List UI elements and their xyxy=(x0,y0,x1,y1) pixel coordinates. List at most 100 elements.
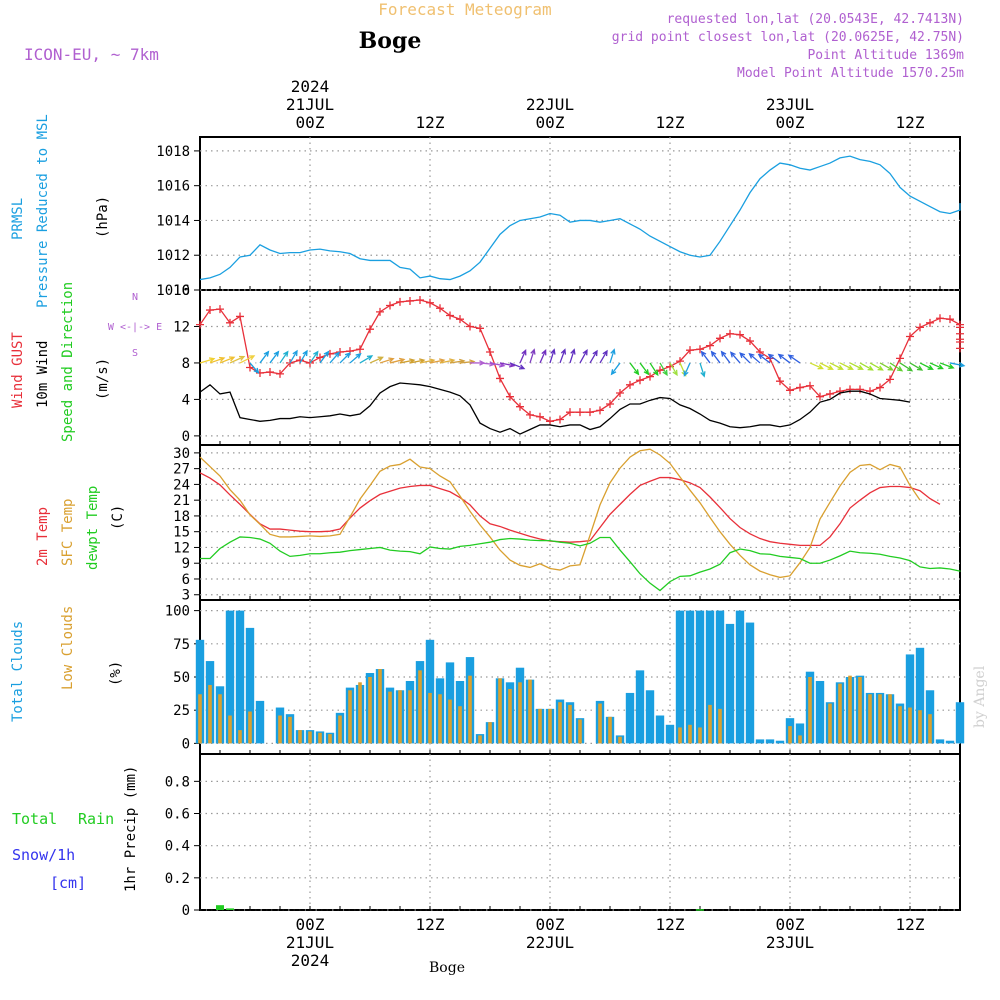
precip-snow-unit: [cm] xyxy=(50,874,86,892)
low-cloud-bar xyxy=(438,694,442,744)
y-tick-label: 1018 xyxy=(156,144,190,160)
wind-direction-arrow xyxy=(683,362,691,377)
y-tick-label: 0 xyxy=(182,429,190,445)
wind-direction-arrow xyxy=(809,362,824,370)
bottom-time-label: 12Z xyxy=(896,915,925,934)
low-cloud-bar xyxy=(888,694,892,744)
gust-marker xyxy=(636,376,644,385)
temp-sfc-label: SFC Temp xyxy=(60,499,76,566)
wind-direction-arrow xyxy=(829,362,844,370)
wind-direction-arrow xyxy=(859,362,874,371)
total-cloud-bar xyxy=(905,654,915,744)
gust-marker xyxy=(646,372,654,381)
gust-marker xyxy=(276,369,284,378)
pressure-label-a: PRMSL xyxy=(10,198,26,240)
low-cloud-bar xyxy=(578,719,582,744)
low-cloud-bar xyxy=(308,731,312,744)
total-cloud-bar xyxy=(655,715,665,744)
low-cloud-bar xyxy=(338,715,342,744)
low-cloud-bar xyxy=(718,708,722,744)
bottom-date-label: 22JUL xyxy=(526,933,574,952)
total-cloud-bar xyxy=(255,700,265,744)
top-time-label: 00Z xyxy=(296,113,325,132)
compass-north: N xyxy=(132,292,138,303)
gust-marker xyxy=(746,337,754,346)
wind-direction-arrow xyxy=(748,352,761,364)
gust-marker xyxy=(426,298,434,307)
gust-marker xyxy=(626,380,634,389)
gust-marker xyxy=(686,346,694,355)
total-cloud-bar xyxy=(665,724,675,744)
wind-direction-arrow xyxy=(319,350,330,364)
pressure-panel: 1010 1012 1014 1016 1018 xyxy=(156,136,961,299)
wind-direction-arrow xyxy=(199,357,216,364)
gust-marker xyxy=(726,329,734,338)
wind-direction-arrow xyxy=(929,362,944,370)
low-cloud-bar xyxy=(868,694,872,744)
gust-marker xyxy=(786,386,794,395)
low-cloud-bar xyxy=(928,714,932,744)
gust-marker xyxy=(226,318,234,327)
low-cloud-bar xyxy=(708,704,712,744)
total-cloud-bar xyxy=(645,690,655,744)
low-cloud-bar xyxy=(358,682,362,744)
wind-direction-arrow xyxy=(349,352,362,364)
low-cloud-bar xyxy=(398,690,402,744)
gust-marker xyxy=(496,374,504,383)
precip-frame xyxy=(199,753,961,911)
wind-direction-arrow xyxy=(909,362,924,371)
low-cloud-bar xyxy=(318,732,322,744)
y-tick-label: 75 xyxy=(173,637,190,653)
top-year-label: 2024 xyxy=(291,77,330,96)
low-cloud-bar xyxy=(388,691,392,744)
gust-marker xyxy=(316,353,324,362)
gust-marker xyxy=(456,315,464,324)
y-tick-label: 21 xyxy=(173,493,190,509)
wind-direction-arrow xyxy=(889,362,904,372)
total-cloud-bar xyxy=(775,740,785,744)
low-cloud-bar xyxy=(478,735,482,744)
wind-direction-arrow xyxy=(329,351,341,364)
gust-marker xyxy=(336,348,344,356)
total-cloud-bar xyxy=(935,739,945,744)
precip-panel: 0 0.2 0.4 0.6 0.8 xyxy=(165,753,961,919)
gust-marker xyxy=(506,392,514,401)
wind-direction-arrow xyxy=(599,349,608,364)
gust-marker xyxy=(466,322,474,331)
bottom-time-label: 00Z xyxy=(536,915,565,934)
low-cloud-bar xyxy=(298,730,302,744)
wind-direction-arrow xyxy=(949,362,966,368)
gust-marker xyxy=(356,345,364,354)
gust-marker xyxy=(696,345,704,354)
gust-marker xyxy=(486,348,494,356)
gust-marker xyxy=(416,296,424,305)
gust-marker xyxy=(246,363,254,372)
wind-direction-arrow xyxy=(519,348,527,364)
y-tick-label: 1014 xyxy=(156,213,190,229)
low-cloud-bar xyxy=(198,694,202,744)
y-tick-label: 9 xyxy=(182,556,190,572)
gust-marker xyxy=(946,315,954,324)
wind-direction-arrow xyxy=(610,362,621,376)
title-top: Forecast Meteogram xyxy=(378,0,551,19)
wind-gust-label: Wind GUST xyxy=(10,332,26,408)
wind-direction-arrow xyxy=(700,350,711,364)
total-cloud-bar xyxy=(795,723,805,744)
gust-marker xyxy=(216,305,224,314)
total-cloud-bar xyxy=(955,702,965,744)
low-cloud-bar xyxy=(608,716,612,744)
y-tick-label: 0 xyxy=(182,903,190,919)
low-cloud-bar xyxy=(558,702,562,744)
wind-direction-arrow xyxy=(589,349,598,364)
bottom-date-label: 23JUL xyxy=(766,933,814,952)
grid-point-coords: grid point closest lon,lat (20.0625E, 42… xyxy=(612,30,964,45)
gust-marker xyxy=(596,406,604,415)
low-cloud-bar xyxy=(458,706,462,744)
gust-marker xyxy=(926,318,934,327)
precip-unit: 1hr Precip (mm) xyxy=(123,766,139,892)
low-cloud-bar xyxy=(428,692,432,744)
y-tick-label: 18 xyxy=(173,509,190,525)
gust-marker xyxy=(536,412,544,421)
rain-bar xyxy=(696,909,704,911)
